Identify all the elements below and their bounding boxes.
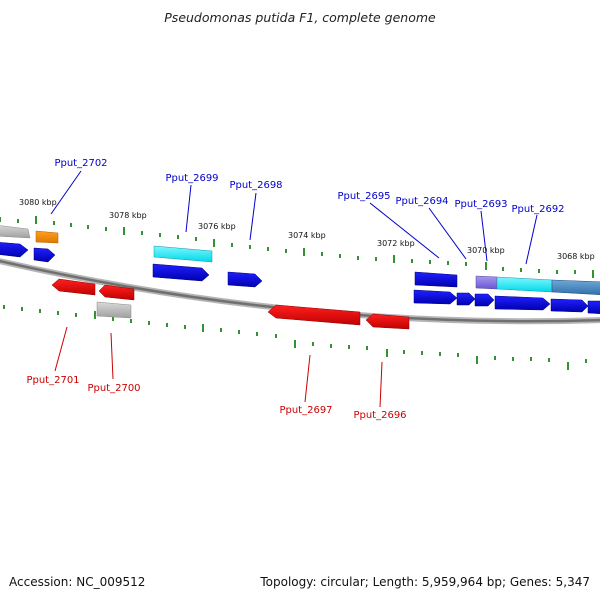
reverse-gene-row [51,278,410,330]
gene-label[interactable]: Pput_2693 [454,199,507,210]
gene-arrow[interactable] [474,293,495,307]
kbp-label: 3068 kbp [557,252,595,261]
gene-label[interactable]: Pput_2698 [229,180,282,191]
gene-arrow[interactable] [494,295,551,311]
gene-arrow[interactable] [33,247,56,263]
gene-arrow[interactable] [35,230,59,244]
gene-arrow[interactable] [496,276,553,293]
gene-arrow[interactable] [587,300,600,314]
callout-lines-top [50,170,538,265]
map-title: Pseudomonas putida F1, complete genome [164,10,436,25]
gene-label[interactable]: Pput_2692 [511,204,564,215]
gene-arrow[interactable] [267,304,361,326]
kbp-label: 3078 kbp [109,211,147,220]
gene-arrow[interactable] [414,271,458,288]
kbp-label: 3080 kbp [19,198,57,207]
gene-arrow[interactable] [152,263,210,282]
gene-arrow[interactable] [365,313,410,330]
gene-label[interactable]: Pput_2700 [87,383,140,394]
inner-gene-row [0,242,600,314]
gene-arrow[interactable] [0,242,29,258]
lower-tick-row [3,305,587,370]
kbp-label: 3076 kbp [198,222,236,231]
callout-lines-bottom [54,326,383,408]
gene-arrow[interactable] [153,245,213,263]
gene-arrow[interactable] [551,279,600,295]
gene-arrow[interactable] [413,289,458,305]
gene-label[interactable]: Pput_2697 [279,405,332,416]
kbp-label: 3074 kbp [288,231,326,240]
gene-label[interactable]: Pput_2695 [337,191,390,202]
gene-label[interactable]: Pput_2702 [54,158,107,169]
gene-label[interactable]: Pput_2696 [353,410,406,421]
upper-tick-row [0,216,594,278]
gene-arrow[interactable] [456,292,476,306]
outer-gene-row [0,225,600,295]
gene-arrow[interactable] [0,225,31,239]
gene-arrow[interactable] [475,275,498,290]
gene-label[interactable]: Pput_2701 [26,375,79,386]
gene-arrow[interactable] [96,301,132,319]
gene-arrow[interactable] [550,298,589,313]
gene-arrow[interactable] [51,278,96,296]
kbp-label: 3072 kbp [377,239,415,248]
gene-label[interactable]: Pput_2694 [395,196,448,207]
accession-info: Accession: NC_009512 [9,575,146,589]
gene-arrow[interactable] [98,284,135,301]
genome-summary: Topology: circular; Length: 5,959,964 bp… [260,575,590,589]
gene-label[interactable]: Pput_2699 [165,173,218,184]
gene-arrow[interactable] [227,271,263,288]
